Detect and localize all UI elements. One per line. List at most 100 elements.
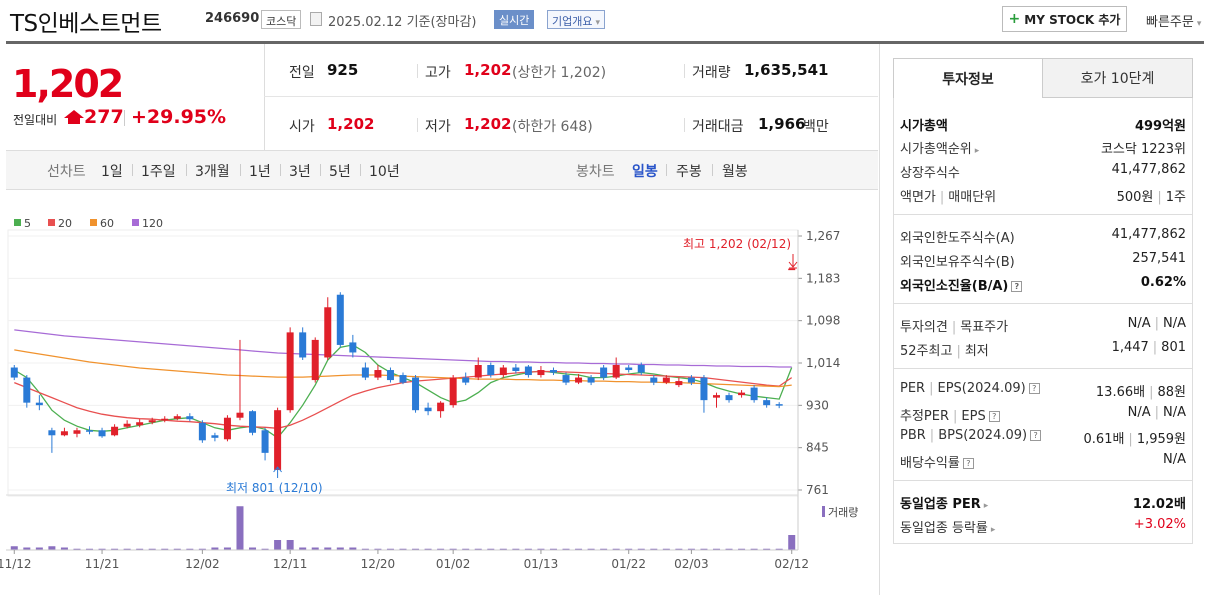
candle <box>575 377 583 383</box>
candle <box>650 377 658 383</box>
volume-bar <box>173 548 181 550</box>
help-icon[interactable]: ? <box>988 411 1000 422</box>
volume-bar <box>612 548 620 550</box>
candle <box>60 431 68 436</box>
volume-bar <box>211 547 219 550</box>
volume-bar <box>299 547 307 550</box>
limit-up-arrow-icon-base <box>68 118 80 124</box>
company-overview-button[interactable]: 기업개요 ▾ <box>547 10 606 29</box>
period-3m[interactable]: 3개월 <box>195 164 230 180</box>
candle <box>35 402 43 406</box>
period-10y[interactable]: 10년 <box>369 164 400 180</box>
volume-bar <box>198 548 206 550</box>
add-mystock-button[interactable]: + MY STOCK 추가 <box>1002 6 1127 32</box>
volume-bar <box>186 548 194 550</box>
low-value: 1,202 <box>464 115 512 133</box>
chart-annotations: 최고 1,202 (02/12) 최저 801 (12/10) <box>226 237 798 495</box>
help-icon[interactable]: ? <box>962 458 974 469</box>
candle <box>361 367 369 378</box>
realtime-button[interactable]: 실시간 <box>494 10 535 29</box>
help-icon[interactable]: ? <box>1011 281 1023 292</box>
tab-orderbook[interactable]: 호가 10단계 <box>1042 58 1193 98</box>
candle-weekly[interactable]: 주봉 <box>676 164 702 180</box>
divider <box>280 164 281 176</box>
par-value-row: 액면가 | 매매단위 500원 | 1주 <box>900 190 1186 205</box>
volume-bar <box>336 547 344 550</box>
upper-limit: (상한가 1,202) <box>512 65 607 81</box>
candle <box>524 366 532 376</box>
candle <box>336 294 344 345</box>
candle <box>123 423 131 427</box>
listed-shares-row: 상장주식수 41,477,862 <box>900 162 1186 181</box>
amount-unit: 백만 <box>803 119 829 135</box>
candle <box>625 367 633 371</box>
candle <box>10 367 18 378</box>
quick-order-button[interactable]: 빠른주문 ▾ <box>1146 15 1202 30</box>
chevron-right-icon: ▸ <box>974 146 980 156</box>
volume-bar <box>98 548 106 550</box>
min-price-label: 최저 801 (12/10) <box>226 481 323 495</box>
chevron-right-icon: ▸ <box>990 525 996 535</box>
volume-bar <box>399 548 407 550</box>
volume-bar <box>412 548 420 550</box>
legend-label: 60 <box>100 217 114 230</box>
divider <box>712 164 713 176</box>
prev-close-value: 925 <box>327 61 359 79</box>
divider <box>893 214 1193 215</box>
y-tick-label: 1,267 <box>806 229 840 243</box>
volume-bar <box>136 548 144 550</box>
help-icon[interactable]: ? <box>1028 383 1040 394</box>
volume-bar <box>148 548 156 550</box>
period-1y[interactable]: 1년 <box>249 164 271 180</box>
amount-label: 거래대금 <box>692 119 744 135</box>
open-value: 1,202 <box>327 115 375 133</box>
period-3y[interactable]: 3년 <box>289 164 311 180</box>
volume-bar <box>311 547 319 550</box>
price-chart[interactable]: 5 20 60 120 1,267 1,183 1,098 1,014 930 845 761 최… <box>0 190 880 595</box>
volume-bar <box>449 548 457 550</box>
candle <box>86 430 94 432</box>
volume-bar <box>10 546 18 550</box>
candle-daily[interactable]: 일봉 <box>632 164 658 180</box>
market-cap-rank-row: 시가총액순위 ▸ 코스닥 1223위 <box>900 142 1186 157</box>
candle <box>148 420 156 423</box>
candle <box>161 418 169 421</box>
prev-close-label: 전일 <box>289 65 315 81</box>
per-eps-row: PER | EPS(2024.09)? 13.66배 | 88원 <box>900 381 1186 400</box>
period-5y[interactable]: 5년 <box>329 164 351 180</box>
volume-bar <box>738 548 746 550</box>
volume-bar <box>675 548 683 550</box>
candle <box>349 342 357 353</box>
candle-monthly[interactable]: 월봉 <box>722 164 748 180</box>
volume-bar <box>236 506 244 550</box>
y-tick-label: 1,014 <box>806 356 840 370</box>
x-tick-label: 02/03 <box>674 557 709 571</box>
current-price: 1,202 <box>12 62 124 106</box>
tab-invest-info[interactable]: 투자정보 <box>893 58 1043 98</box>
volume-bar <box>549 548 557 550</box>
volume-bar <box>750 548 758 550</box>
x-tick-label: 11/12 <box>0 557 32 571</box>
volume-bar <box>261 548 269 550</box>
volume-bar <box>537 548 545 550</box>
candle <box>48 430 56 436</box>
candle <box>424 407 432 412</box>
candle <box>788 268 796 271</box>
period-1w[interactable]: 1주일 <box>141 164 176 180</box>
candle <box>261 430 269 453</box>
volume-bar <box>524 548 532 550</box>
candle <box>236 412 244 418</box>
volume-bar <box>86 548 94 550</box>
divider <box>666 164 667 176</box>
y-tick-label: 845 <box>806 441 829 455</box>
divider <box>893 368 1193 369</box>
legend-swatch <box>132 219 139 226</box>
candle <box>763 400 771 406</box>
min-arrow-head <box>273 466 282 473</box>
period-1d[interactable]: 1일 <box>101 164 123 180</box>
volume-label: 거래량 <box>692 65 731 81</box>
candle <box>286 332 294 411</box>
help-icon[interactable]: ? <box>1030 430 1042 441</box>
volume-bar <box>424 548 432 550</box>
dividend-row: 배당수익률? N/A <box>900 452 1186 471</box>
